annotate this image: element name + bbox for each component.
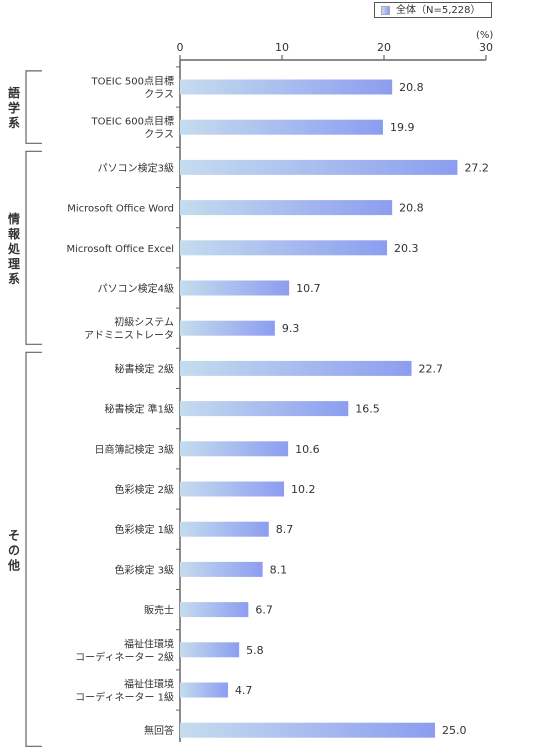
group-label-char: 報	[8, 226, 21, 241]
group-bracket	[25, 150, 42, 345]
group-label-bg	[7, 115, 21, 131]
group-label-char: 情	[8, 211, 20, 226]
bar	[180, 521, 269, 537]
group-label-char: の	[8, 543, 20, 557]
group-label-bg	[7, 557, 21, 573]
category-label: 色彩検定 1級	[114, 523, 174, 536]
category-label: Microsoft Office Word	[67, 204, 174, 215]
bar	[180, 320, 275, 336]
category-label: Microsoft Office Excel	[66, 244, 174, 255]
category-label: 販売士	[144, 604, 174, 617]
group-label-char: 語	[8, 85, 20, 100]
bar	[180, 642, 240, 658]
category-label: 福祉住環境	[124, 637, 174, 650]
bar	[180, 682, 228, 698]
bar	[180, 401, 349, 417]
group-bracket	[25, 351, 42, 747]
category-label: 色彩検定 3級	[114, 563, 174, 576]
category-label: 色彩検定 2級	[114, 483, 174, 496]
category-label: コーディネーター 1級	[75, 691, 174, 704]
legend-label: 全体（N=5,228）	[396, 5, 481, 16]
x-tick-label: 0	[177, 41, 184, 54]
bar	[180, 240, 388, 256]
category-label: 秘書検定 2級	[114, 362, 174, 375]
x-tick-label: 10	[275, 41, 289, 54]
group-label-bg	[7, 225, 21, 241]
category-label: TOEIC 500点目標	[91, 75, 175, 88]
group-label-bg	[7, 270, 21, 286]
category-label: 無回答	[144, 724, 174, 737]
group-label-bg	[7, 527, 21, 543]
group-label-char: 系	[8, 271, 20, 286]
category-label: コーディネーター 2級	[75, 650, 174, 663]
bar	[180, 79, 393, 95]
value-label: 27.2	[464, 161, 489, 174]
bar	[180, 722, 435, 738]
category-label: 秘書検定 準1級	[104, 403, 174, 416]
bar	[180, 360, 412, 376]
category-label: パソコン検定3級	[98, 161, 174, 174]
value-label: 20.8	[399, 81, 424, 94]
group-label-char: 理	[8, 257, 20, 271]
value-label: 10.2	[291, 483, 316, 496]
value-label: 16.5	[355, 403, 380, 416]
bar	[180, 481, 285, 497]
group-label-char: 系	[8, 115, 20, 130]
bar	[180, 280, 290, 296]
group-label-char: 他	[7, 557, 20, 572]
group-bracket	[25, 70, 42, 144]
group-label-bg	[7, 100, 21, 116]
value-label: 10.7	[296, 282, 321, 295]
unit-label: (%)	[476, 30, 493, 41]
group-label-bg	[7, 85, 21, 101]
value-label: 4.7	[235, 684, 253, 697]
value-label: 5.8	[246, 644, 264, 657]
bar	[180, 441, 289, 457]
category-label: クラス	[144, 89, 174, 101]
category-label: アドミニストレータ	[84, 330, 174, 342]
group-label-char: そ	[8, 528, 20, 542]
bar	[180, 602, 249, 618]
group-label-char: 学	[8, 100, 20, 115]
legend: 全体（N=5,228）	[374, 2, 492, 18]
value-label: 8.1	[270, 563, 288, 576]
category-label: 日商簿記検定 3級	[94, 443, 174, 456]
x-tick-label: 30	[479, 41, 493, 54]
group-label-bg	[7, 240, 21, 256]
value-label: 20.8	[399, 202, 424, 215]
category-label: 初級システム	[114, 316, 174, 329]
group-label-char: 処	[7, 241, 21, 256]
bar	[180, 119, 383, 135]
category-label: クラス	[144, 129, 174, 141]
group-label-bg	[7, 542, 21, 558]
group-label-bg	[7, 255, 21, 271]
value-label: 25.0	[442, 724, 467, 737]
value-label: 10.6	[295, 443, 320, 456]
bar	[180, 159, 458, 175]
value-label: 22.7	[419, 362, 444, 375]
bar	[180, 561, 263, 577]
category-label: パソコン検定4級	[98, 282, 174, 295]
category-label: 福祉住環境	[124, 678, 174, 691]
value-label: 9.3	[282, 322, 300, 335]
value-label: 8.7	[276, 523, 294, 536]
value-label: 6.7	[255, 604, 273, 617]
value-label: 19.9	[390, 121, 415, 134]
bar	[180, 200, 393, 216]
legend-swatch	[381, 6, 390, 15]
value-label: 20.3	[394, 242, 419, 255]
x-tick-label: 20	[377, 41, 391, 54]
group-label-bg	[7, 210, 21, 226]
category-label: TOEIC 600点目標	[91, 115, 175, 128]
